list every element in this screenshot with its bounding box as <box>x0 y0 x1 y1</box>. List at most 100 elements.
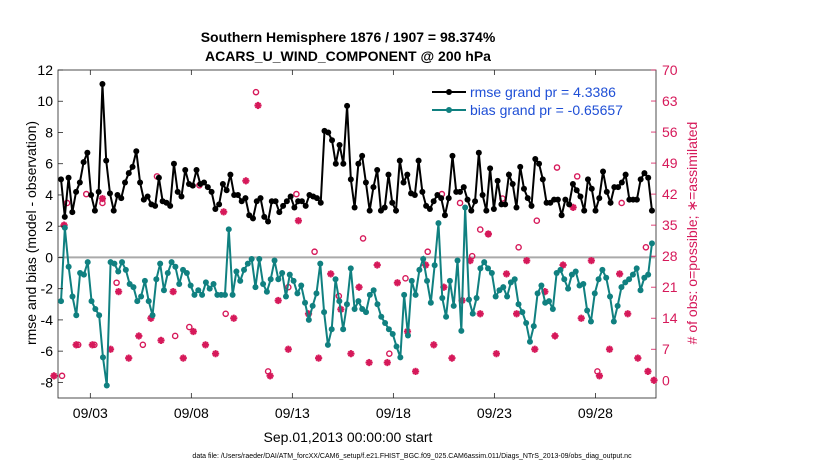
obs-assimilated-stroke <box>531 346 539 353</box>
rmse-data-point <box>366 207 373 214</box>
x-tick-label: 09/23 <box>477 405 512 421</box>
rmse-data-point <box>558 212 565 219</box>
bias-data-point <box>336 298 343 305</box>
rmse-data-point <box>502 201 509 208</box>
bias-data-point <box>286 271 293 278</box>
obs-assimilated-marker <box>211 350 220 358</box>
rmse-data-point <box>336 141 343 148</box>
obs-assimilated-marker <box>315 354 323 362</box>
bias-data-point <box>565 285 572 292</box>
obs-assimilated-stroke <box>485 230 492 238</box>
x-tick-label: 09/18 <box>376 405 411 421</box>
left-tick-label: -2 <box>41 281 54 297</box>
bias-data-point <box>187 282 194 289</box>
obs-assimilated-marker <box>513 310 521 318</box>
bias-data-point <box>370 287 377 294</box>
rmse-data-point <box>76 179 83 186</box>
left-tick-label: 4 <box>45 187 53 203</box>
bias-data-point <box>80 271 87 278</box>
obs-assimilated-stroke <box>274 297 282 304</box>
bias-data-point <box>302 299 309 306</box>
obs-assimilated-marker <box>373 261 381 269</box>
obs-possible-marker <box>222 310 229 318</box>
bias-data-point <box>412 291 419 298</box>
bias-data-point <box>595 276 602 283</box>
obs-assimilated-stroke <box>448 354 456 362</box>
rmse-data-point <box>302 202 309 209</box>
bias-data-point <box>465 296 472 303</box>
bias-data-point <box>591 290 598 297</box>
bias-data-point <box>92 305 99 312</box>
rmse-data-point <box>400 179 407 186</box>
bias-data-point <box>488 270 495 277</box>
left-tick-label: 2 <box>45 218 53 234</box>
rmse-data-point <box>381 204 388 211</box>
bias-data-point <box>195 287 202 294</box>
bias-data-point <box>244 260 251 267</box>
rmse-data-point <box>524 195 531 202</box>
rmse-data-point <box>554 196 561 203</box>
bias-data-point <box>343 301 350 308</box>
bias-data-point <box>290 277 297 284</box>
bias-data-point <box>328 326 335 333</box>
bias-data-point <box>477 265 484 272</box>
bias-data-point <box>309 302 316 309</box>
bias-data-point <box>450 302 457 309</box>
rmse-data-point <box>539 176 546 183</box>
bias-data-point <box>282 293 289 300</box>
obs-assimilated-marker <box>551 332 559 340</box>
rmse-data-point <box>509 181 516 188</box>
bias-data-point <box>618 284 625 291</box>
rmse-data-point <box>276 209 283 216</box>
rmse-data-point <box>562 196 569 203</box>
bias-data-point <box>523 320 530 327</box>
rmse-data-point <box>584 176 591 183</box>
x-axis-label: Sep.01,2013 00:00:00 start <box>264 429 433 445</box>
bias-data-point <box>473 295 480 302</box>
rmse-data-point <box>637 176 644 183</box>
obs-assimilated-stroke <box>355 283 363 291</box>
obs-assimilated-stroke <box>503 270 510 278</box>
rmse-data-point <box>61 213 68 220</box>
obs-assimilated-stroke <box>266 372 274 380</box>
obs-possible-marker <box>359 235 367 242</box>
obs-assimilated-stroke <box>569 204 577 211</box>
bias-data-point <box>458 327 465 334</box>
rmse-data-point <box>513 204 520 211</box>
bias-data-point <box>629 271 636 278</box>
bias-data-point <box>427 299 434 306</box>
legend-bias-marker <box>446 107 452 113</box>
obs-assimilated-stroke <box>430 341 437 349</box>
rmse-data-point <box>223 187 230 194</box>
bias-data-point <box>206 285 213 292</box>
x-tick-label: 09/03 <box>73 405 108 421</box>
bias-data-point <box>416 266 423 273</box>
bias-data-point <box>202 279 209 286</box>
bias-data-point <box>183 270 190 277</box>
rmse-data-point <box>227 171 234 178</box>
obs-assimilated-marker <box>347 350 355 358</box>
bias-data-point <box>584 307 591 314</box>
bias-data-point <box>233 268 240 275</box>
rmse-data-point <box>283 198 290 205</box>
rmse-data-point <box>201 179 208 186</box>
obs-possible-marker <box>553 164 561 171</box>
bias-data-point <box>420 255 427 262</box>
rmse-data-point <box>355 160 362 167</box>
rmse-data-point <box>216 201 223 208</box>
rmse-data-point <box>265 218 272 225</box>
rmse-data-point <box>95 188 102 195</box>
obs-assimilated-marker <box>605 345 614 353</box>
rmse-data-point <box>242 195 249 202</box>
left-tick-label: 10 <box>37 93 53 109</box>
obs-assimilated-stroke <box>115 288 122 295</box>
rmse-data-point <box>370 184 377 191</box>
rmse-data-point <box>193 166 200 173</box>
bias-data-point <box>424 277 431 284</box>
rmse-data-point <box>99 81 106 88</box>
obs-assimilated-marker <box>135 332 143 340</box>
right-tick-label: 63 <box>662 93 678 109</box>
rmse-data-point <box>106 190 113 197</box>
data-file-footnote: data file: /Users/raeder/DAI/ATM_forcXX/… <box>192 453 632 460</box>
rmse-data-point <box>212 206 219 213</box>
